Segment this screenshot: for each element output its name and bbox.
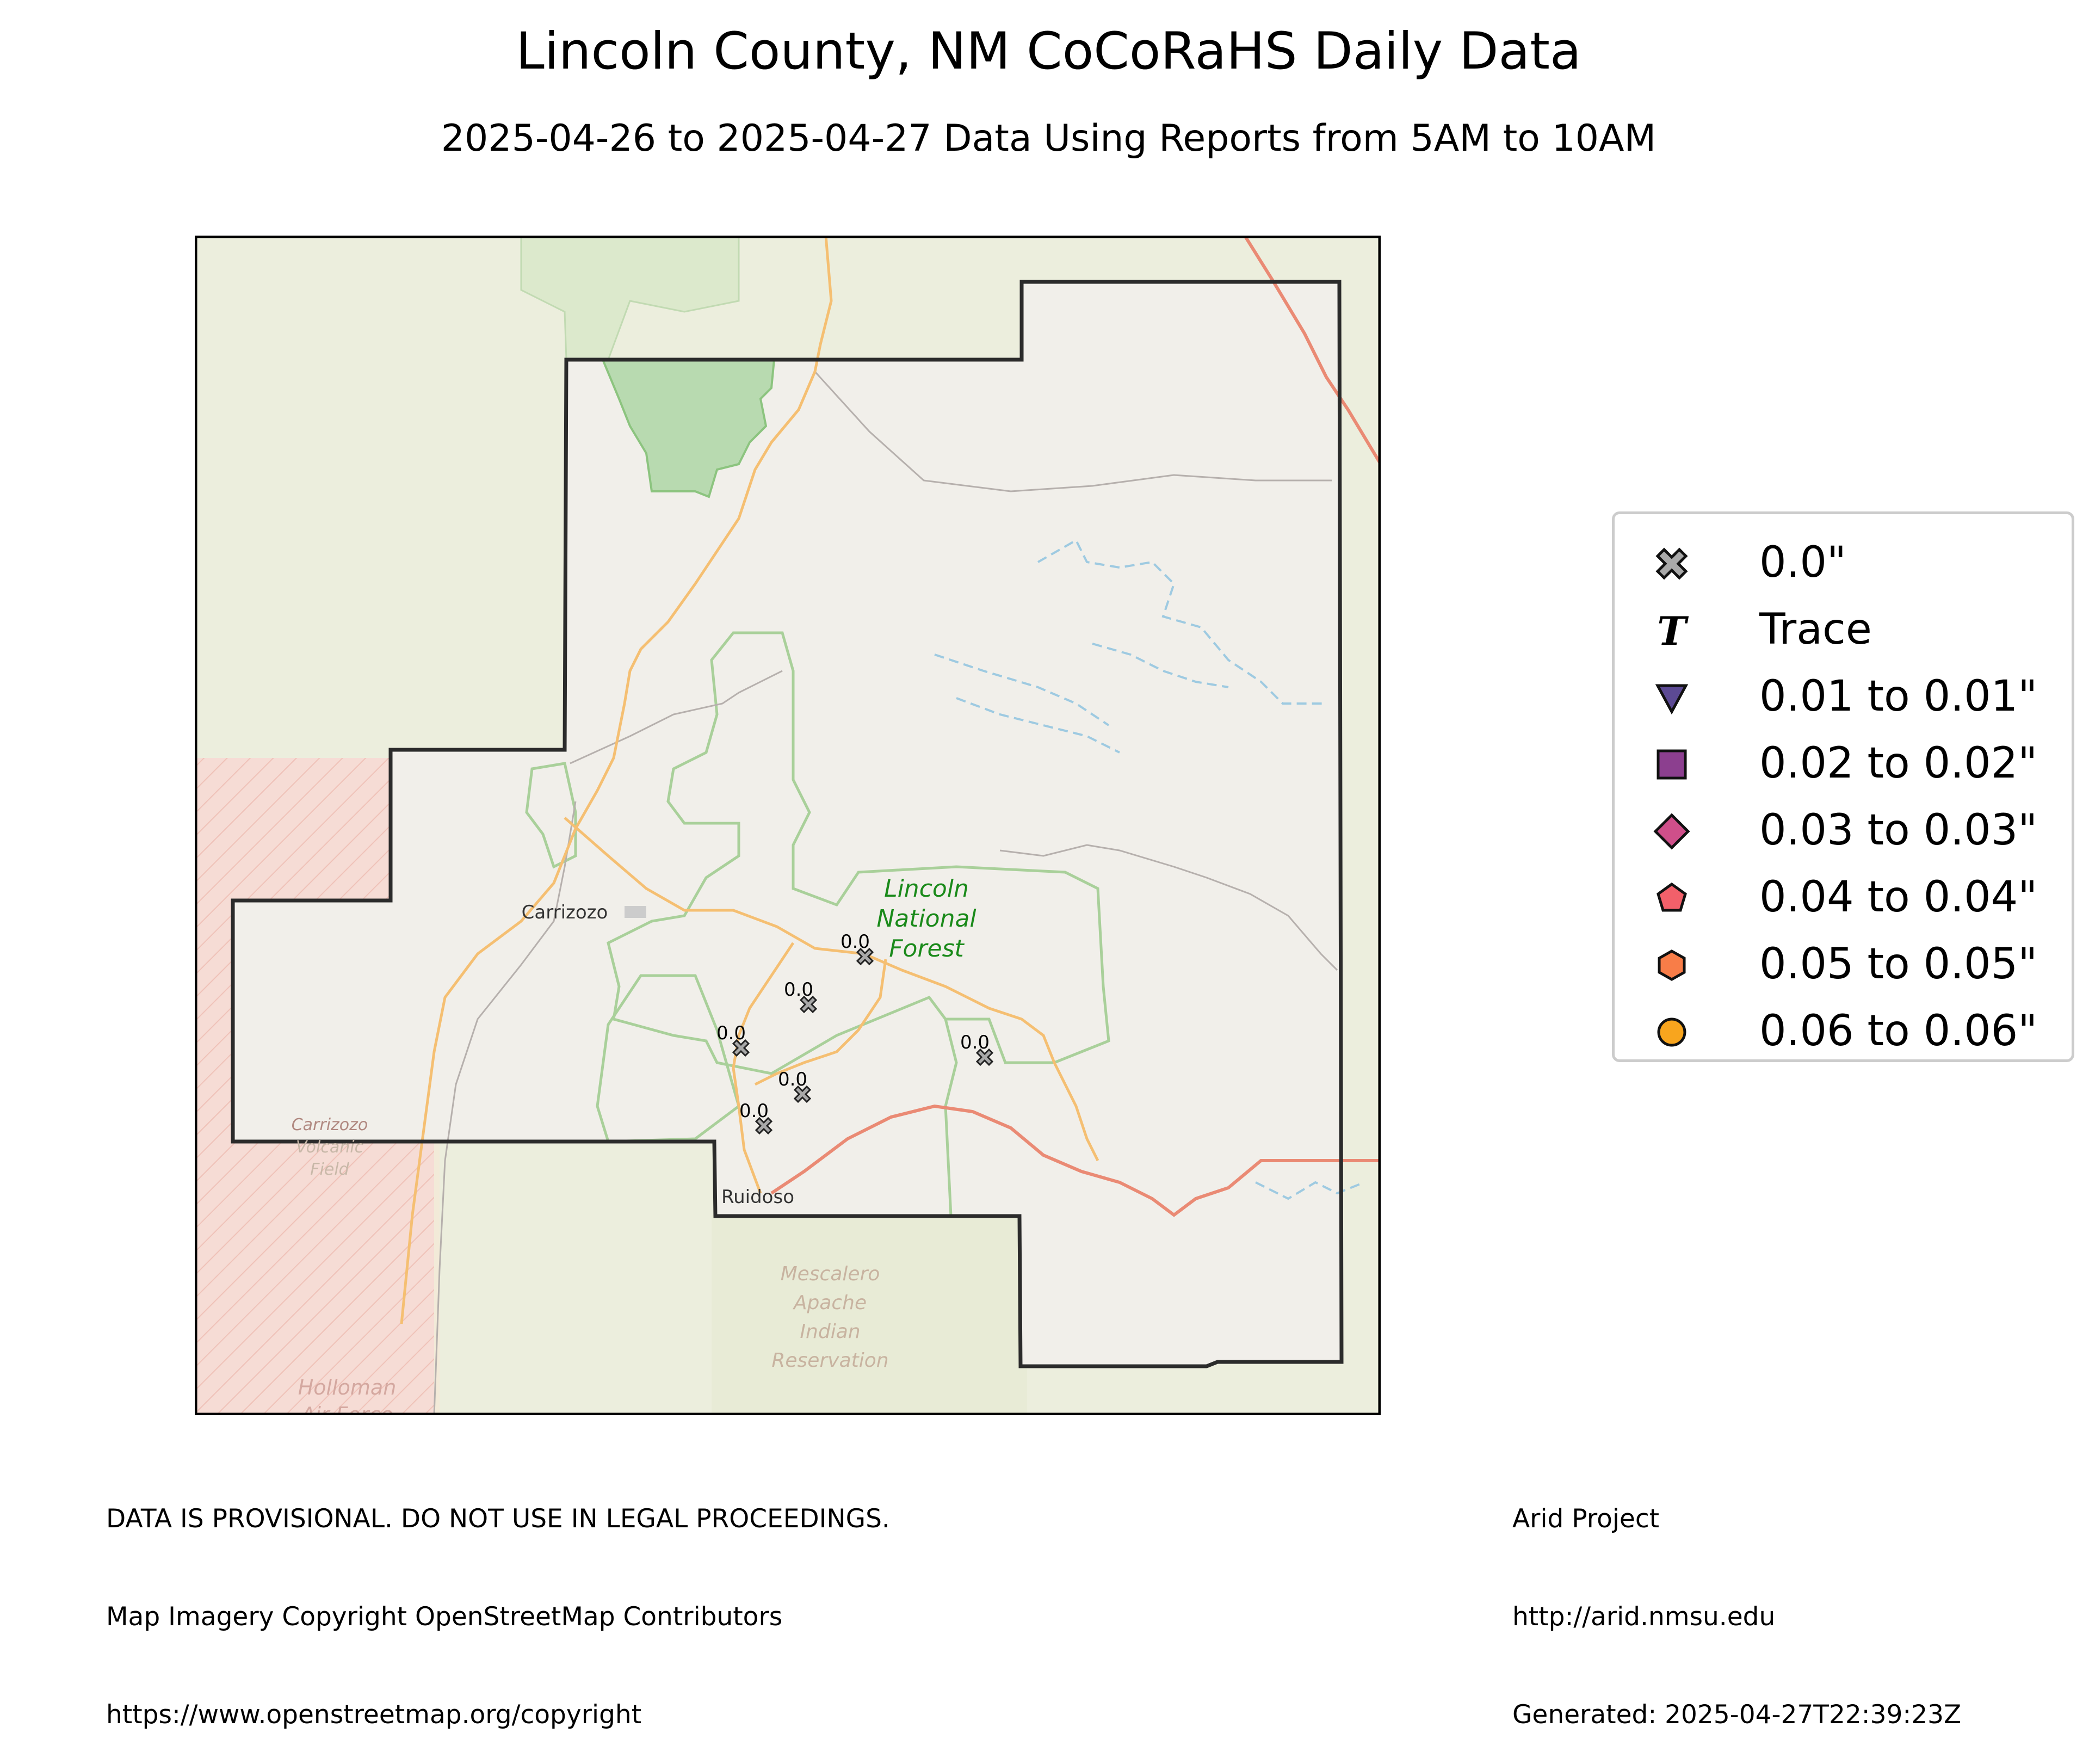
station-value-label: 0.0: [784, 979, 813, 1001]
lincoln-nf-line-3: Forest: [889, 935, 965, 963]
triangle-down-icon: [1655, 684, 1689, 715]
footer-disclaimer: DATA IS PROVISIONAL. DO NOT USE IN LEGAL…: [106, 1504, 890, 1534]
forest-north: [601, 359, 776, 498]
station-s2[interactable]: 0.0: [784, 979, 818, 1014]
place-label-holloman: Holloman Air Force: [298, 1376, 397, 1415]
lincoln-nf-line-2: National: [876, 905, 976, 933]
legend-label: Trace: [1759, 605, 1872, 654]
county-map: Carrizozo Ruidoso Lincoln National Fores…: [195, 236, 1381, 1415]
footer-copyright-link[interactable]: https://www.openstreetmap.org/copyright: [106, 1700, 642, 1730]
legend-label: 0.04 to 0.04": [1759, 873, 2038, 922]
carrizozo-town-marker: [625, 906, 646, 918]
mescalero-line-1: Mescalero: [781, 1263, 880, 1285]
draw-lines: [934, 539, 1365, 1200]
trace-t-icon: T: [1657, 612, 1689, 650]
highways: [400, 236, 1099, 1324]
map-frame: [195, 236, 1381, 1415]
station-s6[interactable]: 0.0: [739, 1100, 773, 1135]
forest-west-outline: [525, 762, 577, 869]
major-roads: [770, 236, 1381, 1217]
legend-item-3: 0.02 to 0.02": [1615, 737, 2072, 791]
legend-item-5: 0.04 to 0.04": [1615, 871, 2072, 925]
x-marker-icon: [975, 1048, 994, 1066]
station-markers: 0.0 0.0 0.0 0.0 0.0 0.0: [716, 931, 994, 1135]
legend-label: 0.01 to 0.01": [1759, 672, 2038, 721]
legend-item-6: 0.05 to 0.05": [1615, 937, 2072, 992]
mescalero-line-3: Indian: [800, 1321, 860, 1343]
station-value-label: 0.0: [960, 1032, 990, 1053]
legend-label: 0.05 to 0.05": [1759, 940, 2038, 989]
place-label-lincoln-nf: Lincoln National Forest: [876, 875, 976, 963]
diamond-icon: [1653, 813, 1690, 850]
holloman-line-1: Holloman: [298, 1376, 397, 1399]
legend-label: 0.03 to 0.03": [1759, 806, 2038, 855]
minor-roads: [433, 371, 1338, 1415]
legend-item-0: 0.0": [1615, 536, 2072, 590]
x-marker-icon: [732, 1039, 750, 1057]
footer-generated: Generated: 2025-04-27T22:39:23Z: [1512, 1700, 1962, 1730]
forest-south-outline: [607, 631, 1110, 1075]
x-marker-icon: [793, 1085, 812, 1103]
station-value-label: 0.0: [739, 1100, 769, 1122]
legend-label: 0.0": [1759, 538, 1846, 587]
station-s1[interactable]: 0.0: [840, 931, 874, 966]
forest-southwest-outline: [596, 974, 740, 1143]
place-label-carrizozo: Carrizozo: [522, 902, 608, 923]
station-s3[interactable]: 0.0: [716, 1022, 750, 1057]
place-label-mescalero: Mescalero Apache Indian Reservation: [771, 1263, 888, 1372]
x-marker-icon: [799, 995, 818, 1014]
lincoln-nf-line-1: Lincoln: [884, 875, 969, 903]
x-marker-icon: [755, 1117, 773, 1135]
circle-icon: [1657, 1017, 1686, 1047]
hexagon-icon: [1658, 949, 1686, 981]
chart-subtitle: 2025-04-26 to 2025-04-27 Data Using Repo…: [441, 117, 1657, 160]
place-label-carrizozo-volcanic: Carrizozo Volcanic Field: [292, 1115, 368, 1179]
mescalero-reservation-area: [712, 1215, 1027, 1415]
svg-text:T: T: [1657, 612, 1689, 650]
legend-item-4: 0.03 to 0.03": [1615, 804, 2072, 858]
lincoln-county-outline: [233, 282, 1342, 1366]
station-value-label: 0.0: [716, 1022, 746, 1044]
volcanic-line-1: Carrizozo: [292, 1115, 368, 1134]
forest-south-tail: [944, 1019, 958, 1217]
volcanic-line-2: Volcanic: [296, 1138, 364, 1157]
holloman-line-2: Air Force: [299, 1403, 393, 1415]
x-marker-icon: [1655, 547, 1688, 580]
legend-item-7: 0.06 to 0.06": [1615, 1004, 2072, 1059]
footer-left: DATA IS PROVISIONAL. DO NOT USE IN LEGAL…: [106, 1438, 890, 1764]
station-s5[interactable]: 0.0: [778, 1069, 812, 1103]
chart-title: Lincoln County, NM CoCoRaHS Daily Data: [516, 22, 1581, 81]
footer-imagery: Map Imagery Copyright OpenStreetMap Cont…: [106, 1602, 783, 1632]
place-label-ruidoso: Ruidoso: [721, 1186, 794, 1208]
footer-right: Arid Project http://arid.nmsu.edu Genera…: [1512, 1438, 1961, 1764]
legend: 0.0" T Trace 0.01 to 0.01" 0.02 to 0.02"…: [1612, 511, 2074, 1062]
legend-label: 0.06 to 0.06": [1759, 1007, 2038, 1056]
pentagon-icon: [1657, 882, 1687, 912]
legend-item-2: 0.01 to 0.01": [1615, 670, 2072, 724]
legend-item-1: T Trace: [1615, 603, 2072, 657]
station-s4[interactable]: 0.0: [960, 1032, 994, 1066]
volcanic-line-3: Field: [310, 1160, 349, 1179]
mescalero-line-2: Apache: [793, 1292, 867, 1314]
forest-north-outer: [520, 236, 740, 361]
mescalero-line-4: Reservation: [771, 1349, 888, 1372]
square-icon: [1657, 749, 1687, 780]
x-marker-icon: [856, 947, 874, 966]
station-value-label: 0.0: [778, 1069, 807, 1090]
county-border: [231, 280, 1344, 1368]
legend-label: 0.02 to 0.02": [1759, 739, 2038, 788]
station-value-label: 0.0: [840, 931, 870, 953]
footer-org-link[interactable]: http://arid.nmsu.edu: [1512, 1602, 1776, 1632]
footer-org: Arid Project: [1512, 1504, 1660, 1534]
